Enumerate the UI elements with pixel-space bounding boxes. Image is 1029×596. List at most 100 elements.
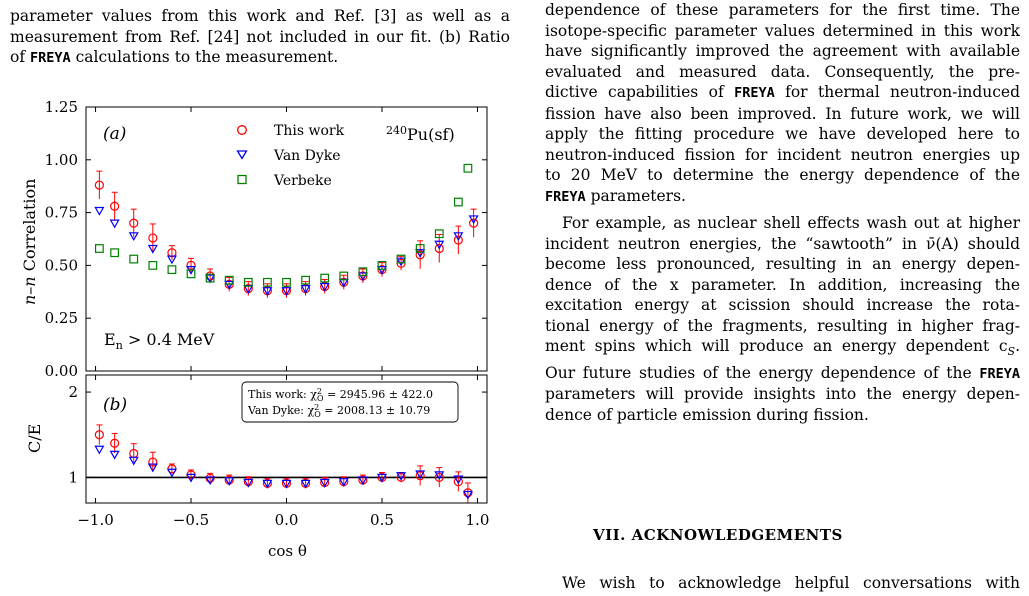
data-point-verbeke (282, 277, 291, 287)
data-point-van-dyke (109, 450, 120, 460)
data-point-van-dyke (319, 282, 330, 292)
chi-square-box (241, 381, 459, 423)
legend-label-van-dyke: Van Dyke (273, 148, 341, 164)
y-tick-label: 2 (68, 383, 78, 401)
x-tick-label: 0.0 (275, 511, 299, 529)
data-point-verbeke (377, 261, 387, 270)
text-line: For example, as nuclear shell effects wa… (562, 214, 1020, 232)
ack-text: We wish to acknowledge helpful conversat… (562, 574, 1020, 592)
text-line: evaluated and measured data. Consequentl… (545, 62, 1020, 81)
section-heading: VII. ACKNOWLEDGEMENTS (593, 526, 843, 544)
data-point-van-dyke (396, 472, 407, 481)
data-point-this-work (415, 471, 425, 481)
data-point-van-dyke (415, 470, 426, 480)
data-point-this-work (167, 248, 177, 258)
data-point-van-dyke (128, 232, 139, 242)
data-point-verbeke (320, 273, 330, 283)
data-point-van-dyke (281, 287, 292, 296)
legend-marker-this-work (237, 125, 247, 135)
caption-line: measurement from Ref. [24] not included … (10, 27, 510, 46)
data-point-verbeke (243, 277, 253, 287)
caption-text: calculations to the measurement. (70, 48, 339, 66)
data-point-van-dyke (300, 285, 311, 294)
panel-b: 1 2 −1.0 −0.5 0.0 0.5 1.0 (b) This work: χ2 O =… (25, 374, 490, 560)
text-line: isotope-specific parameter values determ… (545, 21, 1020, 40)
code-freya: FREYA (30, 50, 71, 66)
data-point-this-work (469, 218, 479, 228)
legend-label-this-work: This work (274, 123, 345, 139)
data-point-van-dyke (224, 477, 235, 487)
data-point-verbeke (358, 267, 368, 277)
text-line: parameters will provide insights into th… (545, 385, 1020, 404)
text-line: dependence of these parameters for the f… (545, 1, 1020, 19)
data-point-this-work (94, 430, 104, 440)
data-point-verbeke (339, 271, 349, 281)
code-freya: FREYA (734, 85, 775, 101)
text-line: dence of particle emission during fissio… (545, 405, 869, 424)
text-line: have significantly improved the agreemen… (545, 42, 1020, 60)
y-tick-label: 0.50 (45, 256, 78, 274)
data-point-verbeke (301, 275, 310, 285)
data-point-verbeke (94, 244, 104, 253)
panel-a: 0.00 0.25 0.50 0.75 1.00 1.25 (a) En > 0.4 Me… (20, 98, 488, 380)
text-line: become less pronounced, resulting in an … (545, 255, 1020, 273)
text-line: tional energy of the fragments, resultin… (545, 316, 1020, 335)
data-point-van-dyke (396, 257, 407, 267)
data-point-van-dyke (147, 463, 158, 473)
legend-label-verbeke: Verbeke (273, 173, 332, 189)
caption-line: parameter values from this work and Ref.… (10, 7, 510, 25)
panel-a-label: (a) (103, 124, 126, 144)
data-point-van-dyke (376, 473, 388, 483)
data-point-this-work (434, 472, 444, 482)
legend: This work Van Dyke Verbeke (236, 123, 345, 189)
text-span: ment spins which will produce an energy … (545, 337, 1008, 355)
y-tick-label: 0.75 (45, 204, 78, 222)
figure: 0.00 0.25 0.50 0.75 1.00 1.25 (a) En > 0.4 Me… (20, 98, 490, 560)
legend-marker-verbeke (237, 174, 247, 185)
data-point-verbeke (453, 197, 463, 207)
caption-line: of FREYA calculations to the measurement… (10, 47, 510, 69)
y-tick-label: 0.25 (45, 309, 78, 327)
data-point-van-dyke (128, 456, 139, 466)
data-point-van-dyke (281, 479, 292, 489)
data-point-van-dyke (319, 478, 330, 488)
code-freya: FREYA (545, 188, 586, 205)
text-line: dence of the x parameter. In addition, i… (545, 275, 1020, 294)
data-point-this-work (148, 457, 158, 467)
chi-square-this-work: This work: χ2 O = 2945.96 ± 422.0 (248, 387, 433, 403)
y-tick-label: 1 (68, 468, 78, 486)
text-span: for thermal neutron-induced (774, 83, 1020, 101)
text-line: neutron-induced fission for incident neu… (545, 145, 1020, 164)
data-point-this-work (453, 235, 463, 245)
data-point-van-dyke (357, 272, 368, 282)
y-tick-label: 0.00 (45, 362, 78, 380)
data-point-van-dyke (205, 274, 216, 284)
data-point-van-dyke (262, 287, 273, 296)
data-point-verbeke (415, 244, 425, 253)
data-point-this-work (463, 488, 473, 498)
data-point-van-dyke (462, 490, 473, 500)
data-point-verbeke (434, 229, 444, 239)
data-point-van-dyke (243, 478, 254, 488)
text-line: Our future studies of the energy depende… (545, 363, 1020, 385)
x-tick-label: 1.0 (466, 511, 490, 529)
data-point-this-work (205, 473, 215, 483)
data-point-this-work (94, 180, 104, 190)
data-point-this-work (434, 243, 444, 254)
data-point-van-dyke (376, 266, 388, 275)
data-point-verbeke (463, 163, 473, 173)
data-point-this-work (415, 250, 425, 260)
text-span: . (1015, 337, 1020, 355)
data-point-this-work (110, 438, 120, 448)
text-line: ment spins which will produce an energy … (545, 336, 1020, 363)
chi-square-van-dyke: Van Dyke: χ2 O = 2008.13 ± 10.79 (247, 403, 430, 419)
code-freya: FREYA (979, 365, 1020, 382)
data-point-van-dyke (453, 475, 464, 485)
caption-text: of (10, 48, 30, 66)
legend-marker-van-dyke (236, 150, 248, 160)
data-point-this-work (129, 218, 139, 228)
data-point-van-dyke (357, 476, 368, 486)
data-point-verbeke (396, 254, 406, 264)
data-point-verbeke (263, 277, 272, 287)
data-point-van-dyke (147, 244, 158, 254)
